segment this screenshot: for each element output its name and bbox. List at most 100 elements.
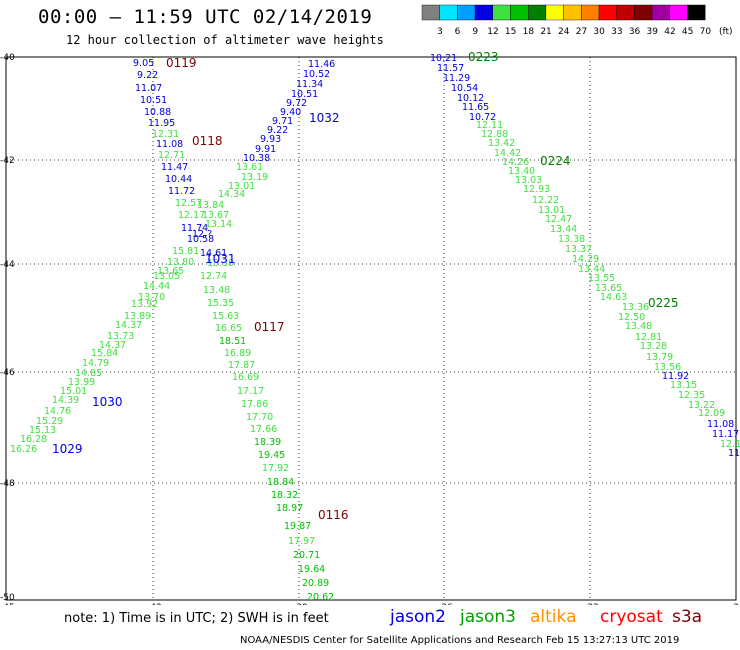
wave-height-value: 13.01 [228, 181, 255, 192]
wave-height-value: 18.97 [276, 503, 303, 514]
map-frame [5, 56, 737, 601]
wave-height-value: 20.89 [302, 578, 329, 589]
x-tick-label: -33 [584, 603, 599, 605]
wave-height-value: 14.76 [44, 406, 71, 417]
legend-label-15: 15 [505, 27, 516, 37]
wave-height-value: 16.28 [20, 434, 47, 445]
track-time-label: 0119 [166, 56, 197, 70]
wave-height-value: 11.47 [161, 162, 188, 173]
wave-height-value: 13.19 [241, 172, 268, 183]
wave-height-value: 13.38 [207, 258, 234, 269]
legend-label-30: 30 [593, 27, 605, 37]
wave-height-value: 14.44 [143, 281, 170, 292]
wave-height-value: 18.84 [267, 477, 294, 488]
wave-height-value: 13.44 [578, 264, 605, 275]
track-0119: 9.059.2211.0710.5110.8811.9512.3111.0812… [10, 56, 214, 455]
wave-height-value: 15.81 [172, 246, 199, 257]
satellite-jason3: jason3 [460, 607, 516, 627]
legend-label-9: 9 [472, 27, 478, 37]
wave-height-value: 12.17 [178, 210, 205, 221]
wave-height-value: 17.17 [237, 386, 264, 397]
wave-height-value: 12.11 [476, 120, 503, 131]
track-0223: 10.2111.5711.2910.5410.1211.6510.7212.11… [430, 50, 740, 459]
wave-height-value: 13.38 [558, 234, 585, 245]
satellite-cryosat: cryosat [600, 607, 663, 627]
wave-height-value: 12.50 [618, 312, 645, 323]
wave-height-value: 13.42 [488, 138, 515, 149]
legend-label-27: 27 [576, 27, 587, 37]
wave-height-color-legend: 3 6 9 12 15 18 21 24 27 30 33 36 39 42 45 70 (ft) [421, 4, 733, 37]
wave-height-value: 14.37 [115, 320, 142, 331]
wave-height-value: 11.07 [135, 83, 162, 94]
y-tick-label: -46 [0, 368, 15, 378]
legend-label-24: 24 [558, 27, 570, 37]
x-tick-label: -45 [0, 603, 15, 605]
wave-height-value: 11.08 [707, 419, 734, 430]
map-title: 00:00 – 11:59 UTC 02/14/2019 [38, 6, 373, 28]
wave-height-value: 13.55 [588, 273, 615, 284]
wave-height-value: 12.47 [545, 214, 572, 225]
track-0118: 0118 [192, 134, 223, 148]
wave-height-value: 15.01 [60, 386, 87, 397]
wave-height-value: 17.86 [241, 399, 268, 410]
wave-height-value: 9.40 [280, 107, 301, 118]
x-tick-label: -30 [730, 603, 740, 605]
legend-label-3: 3 [437, 27, 443, 37]
wave-height-value: 18.51 [219, 336, 246, 347]
x-tick-label: -42 [147, 603, 162, 605]
wave-height-value: 19.45 [258, 450, 285, 461]
wave-height-value: 17.97 [288, 536, 315, 547]
track-time-label: 0118 [192, 134, 223, 148]
wave-height-value: 14.26 [502, 157, 529, 168]
track-0116: 0116 [318, 508, 349, 522]
track-0117: 0117 [254, 320, 285, 334]
track-time-label: 0117 [254, 320, 285, 334]
wave-height-value: 12.31 [152, 129, 179, 140]
wave-height-value: 10.88 [144, 107, 171, 118]
wave-height-value: 13.65 [157, 266, 184, 277]
wave-height-value: 9.71 [272, 116, 293, 127]
wave-height-value: 12.74 [200, 271, 227, 282]
wave-height-value: 14.37 [99, 340, 126, 351]
track-time-label: 1031 [205, 252, 236, 266]
wave-height-value: 13.84 [197, 200, 224, 211]
track-0224: 0224 [540, 154, 571, 168]
wave-height-value: 13.56 [654, 362, 681, 373]
graticule [6, 57, 736, 600]
wave-height-value: 11.34 [296, 79, 323, 90]
wave-height-value: 19.87 [284, 521, 311, 532]
wave-height-value: 12.22 [532, 195, 559, 206]
wave-height-value: 15.84 [91, 348, 118, 359]
wave-height-value: 14.29 [572, 254, 599, 265]
wave-height-value: 13.36 [622, 302, 649, 313]
y-tick-label: -50 [0, 593, 15, 603]
track-0225: 0225 [648, 296, 679, 310]
wave-height-value: 11.46 [308, 59, 335, 70]
wave-height-value: 13.28 [640, 341, 667, 352]
wave-height-value: 18.39 [254, 437, 281, 448]
wave-height-value: 10.51 [291, 89, 318, 100]
track-time-label: 1029 [52, 442, 83, 456]
satellite-s3a: s3a [672, 607, 703, 627]
wave-height-value: 11.72 [168, 186, 195, 197]
wave-height-value: 11.29 [443, 73, 470, 84]
wave-height-value: 10.51 [140, 95, 167, 106]
wave-height-value: 14.63 [600, 292, 627, 303]
wave-height-value: 11.65 [462, 102, 489, 113]
wave-height-value: 13.37 [565, 244, 592, 255]
wave-height-value: 11.92 [662, 371, 689, 382]
wave-height-value: 14.61 [200, 248, 227, 259]
wave-height-value: 13.79 [646, 352, 673, 363]
wave-height-value: 9.05 [133, 58, 154, 69]
wave-height-value: 14.34 [218, 189, 245, 200]
wave-height-value: 13.92 [131, 299, 158, 310]
track-time-label: 0223 [468, 50, 499, 64]
wave-height-value: 10.58 [187, 234, 214, 245]
altimeter-map: -45 -42 -39 -36 -33 -30 -40 -42 -44 -46 -48 -50 9.0… [0, 50, 740, 605]
wave-height-value: 10.54 [451, 83, 478, 94]
wave-height-value: 15.35 [207, 298, 234, 309]
wave-height-value: 13.73 [107, 331, 134, 342]
wave-height-value: 17.70 [246, 412, 273, 423]
wave-height-value: 15.63 [212, 311, 239, 322]
wave-height-value: 9.22 [267, 125, 288, 136]
